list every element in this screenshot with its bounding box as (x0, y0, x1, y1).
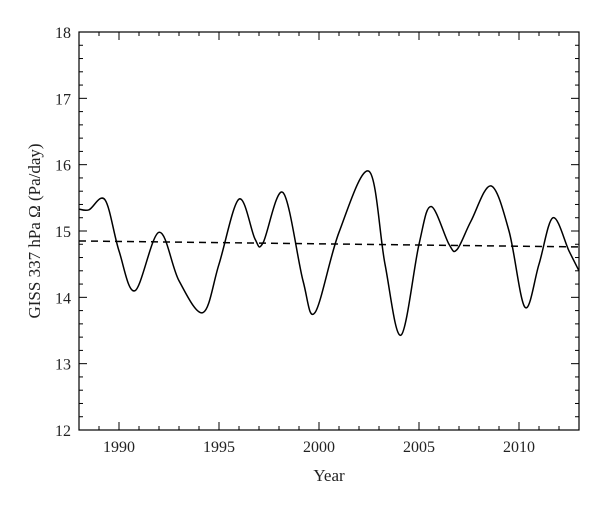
axis-ticks (78, 31, 580, 431)
x-tick-label: 2010 (503, 439, 535, 456)
y-tick-label: 16 (55, 158, 71, 175)
x-tick-label: 1995 (203, 439, 235, 456)
x-tick-label: 2000 (303, 439, 335, 456)
y-tick-label: 12 (55, 423, 71, 440)
y-tick-label: 14 (55, 290, 71, 307)
plot-area (78, 170, 580, 336)
series-line (78, 170, 580, 336)
x-tick-label: 1990 (103, 439, 135, 456)
y-axis-label: GISS 337 hPa Ω (Pa/day) (25, 143, 44, 318)
y-tick-label: 17 (55, 91, 71, 108)
y-tick-label: 13 (55, 357, 71, 374)
tick-labels: 12 13 14 15 16 17 18 1990 1995 2000 2005 2010 (55, 25, 535, 456)
x-axis-label: Year (313, 466, 345, 485)
y-tick-label: 18 (55, 25, 71, 42)
x-tick-label: 2005 (403, 439, 435, 456)
y-tick-label: 15 (55, 224, 71, 241)
